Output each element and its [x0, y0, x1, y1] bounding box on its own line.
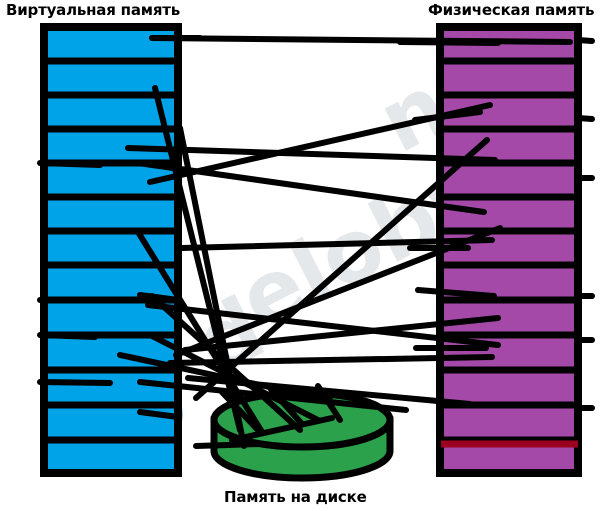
stub-line: [412, 109, 483, 123]
mapping-line: [145, 302, 501, 348]
mapping-line: [315, 383, 343, 423]
physical-memory-row-dividers: [440, 57, 578, 444]
stub-line: [397, 39, 501, 46]
mapping-line: [182, 315, 501, 353]
stub-line: [37, 379, 113, 386]
virtual-memory-title: Виртуальная память: [6, 1, 181, 19]
mapping-line: [137, 379, 409, 413]
stub-line: [415, 287, 497, 299]
disk-surface-lines: [193, 383, 343, 449]
mapping-line: [135, 160, 487, 215]
mapping-line: [267, 385, 305, 427]
virtual-memory-stubs: [37, 35, 203, 420]
mapping-line: [193, 137, 490, 401]
physical-memory-title: Физическая память: [428, 1, 595, 19]
stub-line: [137, 409, 181, 420]
disk-memory-title: Память на диске: [224, 488, 367, 506]
mapping-line: [135, 229, 265, 435]
stub-line: [575, 37, 595, 44]
mapping-line: [117, 352, 333, 403]
mapping-line: [179, 237, 495, 251]
mapping-line: [149, 35, 573, 45]
mapping-line: [193, 441, 263, 449]
mapping-line: [229, 415, 335, 443]
mapping-line: [177, 125, 247, 449]
stub-line: [37, 332, 98, 340]
stub-line: [575, 115, 595, 122]
mapping-line: [125, 145, 498, 163]
stub-line: [37, 160, 103, 168]
stub-line: [137, 292, 181, 303]
physical-memory-stubs: [397, 37, 595, 411]
mapping-line: [219, 389, 261, 433]
mapping-lines-virtual-disk: [117, 85, 409, 449]
